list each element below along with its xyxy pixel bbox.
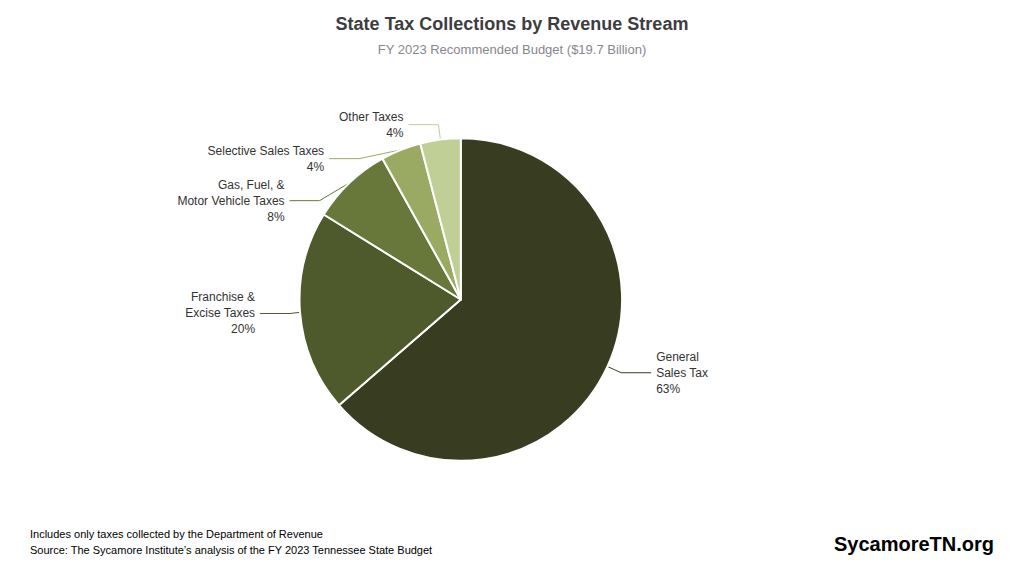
svg-text:Gas, Fuel, &: Gas, Fuel, & [218, 178, 285, 192]
svg-text:Includes only taxes collected: Includes only taxes collected by the Dep… [30, 528, 323, 540]
svg-text:Motor Vehicle Taxes: Motor Vehicle Taxes [177, 194, 284, 208]
svg-text:4%: 4% [386, 126, 404, 140]
svg-text:4%: 4% [307, 160, 325, 174]
svg-text:Source: The Sycamore Institute: Source: The Sycamore Institute’s analysi… [30, 544, 432, 556]
svg-text:63%: 63% [656, 382, 680, 396]
svg-text:8%: 8% [267, 210, 285, 224]
svg-text:FY 2023 Recommended Budget ($1: FY 2023 Recommended Budget ($19.7 Billio… [378, 42, 647, 57]
svg-text:Other Taxes: Other Taxes [339, 110, 403, 124]
svg-text:State Tax Collections by Reven: State Tax Collections by Revenue Stream [336, 14, 689, 34]
svg-text:20%: 20% [231, 322, 255, 336]
svg-text:SycamoreTN.org: SycamoreTN.org [834, 533, 994, 555]
svg-text:Selective Sales Taxes: Selective Sales Taxes [208, 144, 325, 158]
svg-text:Franchise &: Franchise & [191, 290, 255, 304]
svg-text:General: General [656, 350, 699, 364]
svg-text:Sales Tax: Sales Tax [656, 366, 708, 380]
svg-text:Excise Taxes: Excise Taxes [185, 306, 255, 320]
